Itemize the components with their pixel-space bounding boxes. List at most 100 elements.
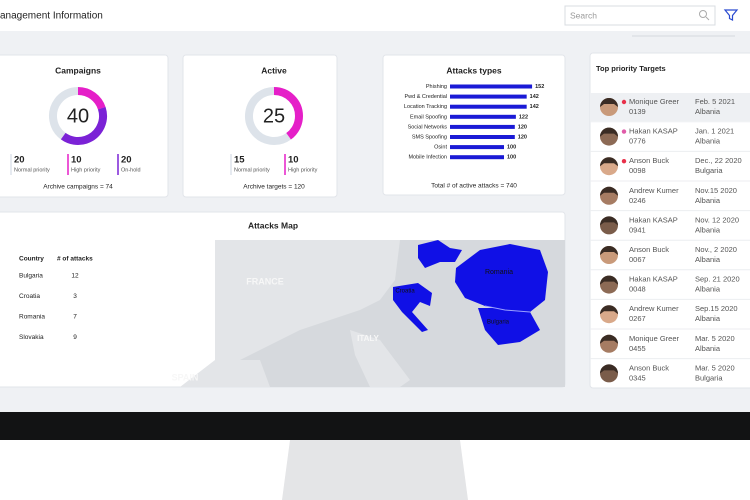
bar [450,145,504,150]
bar-value: 152 [535,84,544,90]
target-country: Albania [695,196,721,205]
legend-value: 10 [71,155,82,166]
target-name: Anson Buck [629,156,669,165]
bar-value: 120 [518,124,527,130]
target-name: Hakan KASAP [629,275,678,284]
avatar-hair [600,216,618,226]
avatar-hair [600,246,618,255]
target-date: Dec., 22 2020 [695,156,742,165]
avatar-hair [600,127,618,137]
target-name: Andrew Kumer [629,186,679,195]
target-id: 0048 [629,285,646,294]
target-name: Anson Buck [629,245,669,254]
avatar-hair [600,305,618,315]
target-name: Andrew Kumer [629,304,679,313]
donut-segment [245,87,303,145]
map-region [478,308,540,345]
table-header: # of attacks [57,256,93,263]
alert-dot [621,159,627,164]
legend-label: High priority [71,167,101,173]
bar-value: 142 [530,94,539,100]
bar-value: 100 [507,155,516,161]
donut-total: 40 [67,105,89,127]
target-date: Nov., 2 2020 [695,245,737,254]
map: FRANCE ITALY SPAIN Romania Croatia Bulgaria [172,240,565,387]
campaigns-card [0,54,169,198]
bar-value: 122 [519,114,528,120]
search-placeholder[interactable]: Search [570,10,597,20]
bar-value: 100 [507,145,516,151]
table-cell: 9 [73,334,77,341]
avatar-hair [600,157,618,167]
search-box[interactable] [564,5,716,26]
bar-label: Osint [434,145,447,151]
avatar-hair [600,275,618,285]
bar-label: Pwd & Credential [405,94,448,100]
target-date: Sep. 21 2020 [695,275,740,284]
target-country: Albania [695,255,721,264]
search-icon[interactable] [699,10,710,21]
target-id: 0345 [629,373,646,382]
card-footer: Archive campaigns = 74 [43,184,113,191]
card-footer: Total # of active attacks = 740 [431,183,517,190]
legend-value: 20 [14,155,25,166]
legend-value: 15 [234,155,245,166]
target-id: 0941 [629,225,646,234]
target-name: Anson Buck [629,363,669,372]
bar-value: 120 [518,134,527,140]
map-label: SPAIN [172,372,199,382]
monitor-stand [282,440,468,500]
target-country: Albania [695,137,721,146]
bar-label: Phishing [426,84,447,90]
legend-value: 10 [288,155,299,166]
target-country: Albania [695,225,721,234]
map-label: Romania [485,269,513,276]
table-cell: Croatia [19,293,40,300]
donut-segment [49,87,107,145]
card-title: Campaigns [55,65,101,75]
table-cell: 3 [73,293,77,300]
bar [450,124,515,129]
card-title: Active [261,65,287,75]
bar [450,84,533,89]
alert-dot [621,99,627,105]
target-name: Hakan KASAP [629,127,678,136]
bar-value: 142 [530,104,539,110]
divider [632,35,735,37]
target-date: Nov. 12 2020 [695,215,739,224]
search-icon-circle [699,10,707,18]
avatar-hair [600,186,618,196]
target-date: Mar. 5 2020 [695,363,735,372]
bar-label: Email Spoofing [410,114,447,120]
card-title: Attacks types [446,65,502,75]
target-date: Feb. 5 2021 [695,97,735,106]
bar-label: Social Networks [408,124,448,130]
legend-label: Normal priority [14,167,50,173]
table-cell: Bulgaria [19,273,43,280]
target-country: Albania [695,344,721,353]
page-title: anagement Information [0,11,103,22]
legend-label: Normal priority [234,167,270,173]
card-title: Attacks Map [248,220,298,230]
map-label: Bulgaria [487,320,510,326]
donut-total: 25 [263,105,285,127]
table-cell: 7 [73,314,77,321]
donut-segment [49,87,107,145]
filter-icon[interactable] [723,9,739,21]
target-name: Hakan KASAP [629,215,678,224]
bar-label: Mobile Infection [408,155,447,161]
bar [450,135,515,139]
target-date: Mar. 5 2020 [695,334,735,343]
map-label: ITALY [357,334,379,343]
